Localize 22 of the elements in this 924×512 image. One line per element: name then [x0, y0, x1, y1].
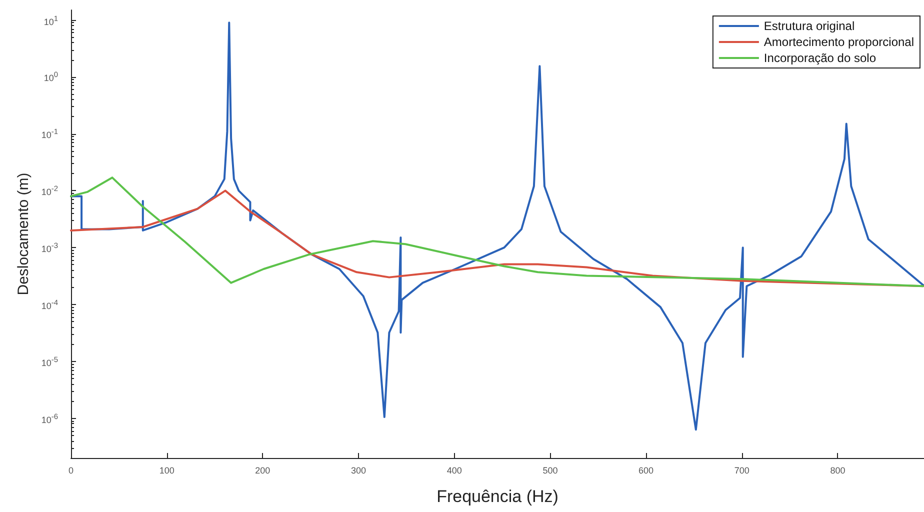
y-tick-label: 10$^{-5}$	[41, 354, 58, 370]
x-tick-label: 0	[68, 466, 74, 476]
x-tick-label: 700	[734, 466, 750, 476]
y-tick-label: 10$^{0}$	[44, 69, 58, 86]
x-tick-label: 800	[830, 466, 846, 476]
legend-label: Estrutura original	[764, 19, 855, 33]
legend-label: Amortecimento proporcional	[764, 35, 914, 49]
y-tick-label: 10$^{-1}$	[41, 126, 58, 142]
x-tick-label: 200	[255, 466, 270, 476]
y-tick-label: 10$^{-2}$	[41, 183, 58, 200]
legend-label: Incorporação do solo	[764, 51, 876, 65]
y-tick-label: 10$^{1}$	[44, 12, 58, 29]
x-axis-title: Frequência (Hz)	[436, 487, 558, 506]
x-tick-label: 100	[159, 466, 174, 476]
y-tick-label: 10$^{-4}$	[41, 296, 58, 313]
y-tick-label: 10$^{-6}$	[41, 410, 58, 427]
x-tick-label: 600	[638, 466, 654, 476]
y-tick-label: 10$^{-3}$	[41, 240, 58, 256]
x-tick-label: 500	[542, 466, 558, 476]
y-axis-title: Deslocamento (m)	[15, 172, 32, 296]
x-tick-label: 400	[446, 466, 462, 476]
x-tick-label: 300	[351, 466, 366, 476]
